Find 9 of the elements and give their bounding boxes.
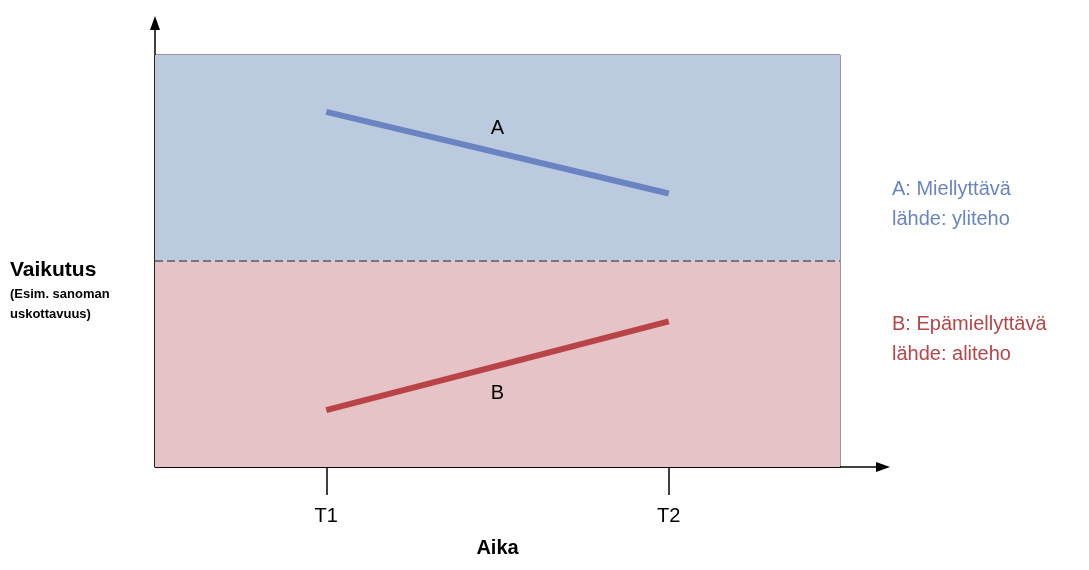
x-axis-title: Aika (476, 536, 520, 558)
series-label: B (490, 380, 505, 403)
y-axis-title: Vaikutus (10, 257, 97, 280)
text: B: Epämiellyttävä lähde: aliteho (892, 312, 1048, 364)
x-tick-label: T1 (314, 504, 338, 526)
text: A: Miellyttävä lähde: yliteho (892, 177, 1012, 229)
text: (Esim. sanoman uskottavuus) (10, 285, 110, 321)
x-tick-label: T2 (657, 504, 681, 526)
series-label: A (490, 115, 505, 138)
